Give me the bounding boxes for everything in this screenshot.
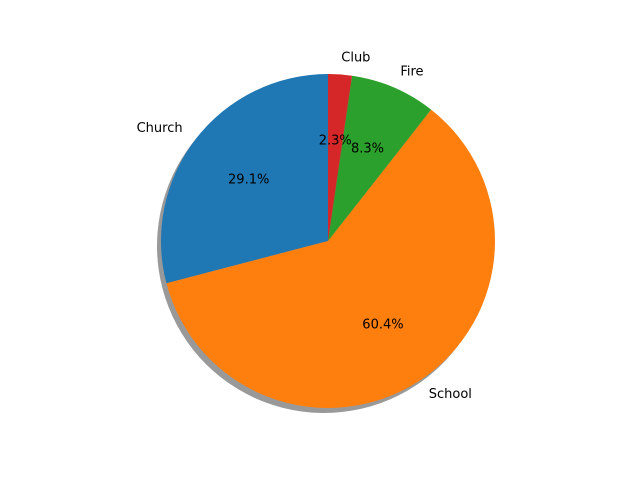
slice-label-school: School <box>429 387 472 402</box>
pie-slice-club <box>328 74 353 241</box>
percent-label-church: 29.1% <box>228 172 269 187</box>
percent-label-fire: 8.3% <box>351 141 384 156</box>
pie-slice-school <box>166 109 495 408</box>
pie-labels: Church 29.1% School 60.4% Fire 8.3% Club 2.3% <box>137 50 472 402</box>
pie-slices <box>160 74 495 408</box>
percent-label-club: 2.3% <box>319 134 352 149</box>
percent-label-school: 60.4% <box>362 317 403 332</box>
slice-label-fire: Fire <box>400 65 423 80</box>
slice-label-club: Club <box>341 50 370 65</box>
pie-slice-fire <box>328 75 432 242</box>
slice-label-church: Church <box>137 121 183 136</box>
pie-slice-church <box>160 74 328 284</box>
